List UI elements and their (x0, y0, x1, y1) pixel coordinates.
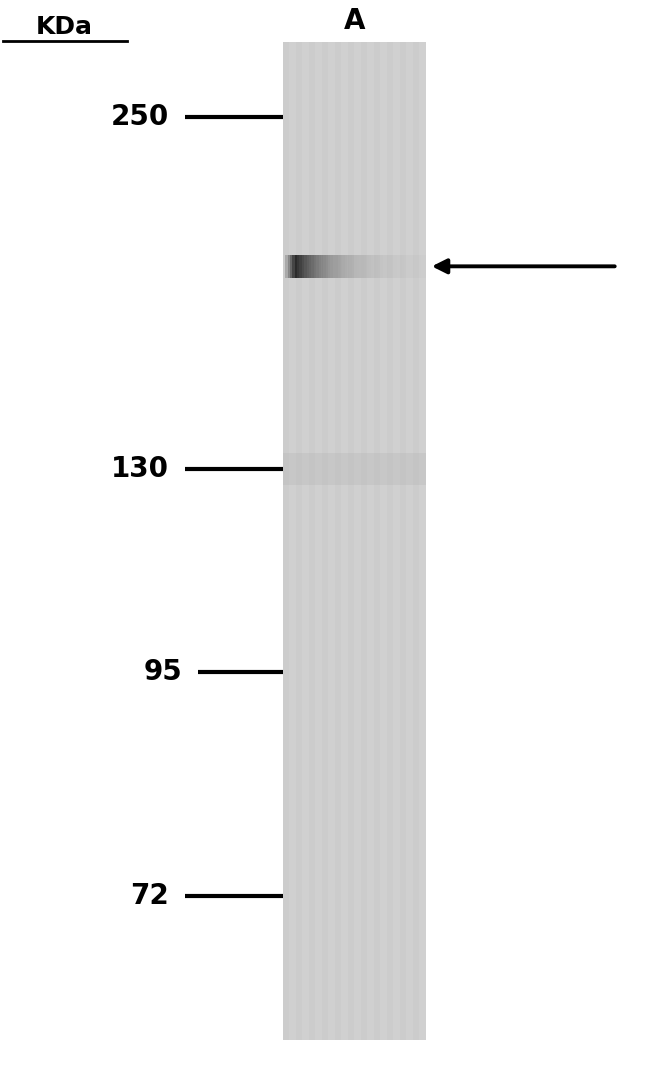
Bar (387, 42, 393, 1040)
Bar (344, 254, 347, 278)
Bar (411, 254, 414, 278)
Bar (292, 254, 294, 278)
Bar (366, 254, 369, 278)
Bar (294, 254, 297, 278)
Bar (400, 254, 402, 278)
Bar (300, 254, 302, 278)
Bar (287, 254, 290, 278)
Bar (414, 254, 416, 278)
Bar (348, 42, 354, 1040)
Bar (283, 254, 285, 278)
Bar (402, 254, 404, 278)
Bar (318, 254, 321, 278)
Bar (343, 254, 344, 278)
Bar (385, 254, 387, 278)
Bar (419, 254, 421, 278)
Bar (314, 254, 316, 278)
Bar (400, 42, 406, 1040)
Bar (409, 254, 411, 278)
Bar (309, 254, 311, 278)
Text: 130: 130 (111, 456, 169, 483)
Bar (347, 254, 350, 278)
Bar (328, 254, 330, 278)
Bar (423, 254, 426, 278)
Bar (330, 254, 333, 278)
Bar (397, 254, 400, 278)
Bar (307, 254, 309, 278)
Text: KDa: KDa (36, 15, 93, 39)
Bar (371, 254, 373, 278)
Bar (380, 254, 383, 278)
Bar (387, 254, 390, 278)
Bar (354, 254, 357, 278)
Bar (378, 254, 380, 278)
Bar (369, 254, 371, 278)
Text: A: A (343, 6, 365, 34)
Bar (283, 453, 426, 486)
Bar (352, 254, 354, 278)
Bar (416, 254, 419, 278)
Bar (323, 254, 326, 278)
Bar (296, 42, 302, 1040)
Bar (364, 254, 366, 278)
Bar (335, 254, 337, 278)
Bar (413, 42, 419, 1040)
Text: 95: 95 (143, 658, 182, 686)
Bar (337, 254, 340, 278)
Bar (285, 254, 287, 278)
Bar (395, 254, 397, 278)
Bar (311, 254, 314, 278)
Bar (297, 254, 300, 278)
Bar (407, 254, 409, 278)
Bar (357, 254, 359, 278)
Bar (283, 42, 426, 1040)
Bar (316, 254, 318, 278)
Bar (359, 254, 361, 278)
Bar (361, 254, 364, 278)
Text: 72: 72 (130, 882, 169, 910)
Bar (283, 42, 289, 1040)
Bar (321, 254, 323, 278)
Bar (404, 254, 407, 278)
Bar (383, 254, 385, 278)
Bar (335, 42, 341, 1040)
Bar (421, 254, 423, 278)
Bar (340, 254, 343, 278)
Text: 250: 250 (111, 103, 169, 131)
Bar (393, 254, 395, 278)
Bar (390, 254, 393, 278)
Bar (376, 254, 378, 278)
Bar (326, 254, 328, 278)
Bar (350, 254, 352, 278)
Bar (322, 42, 328, 1040)
Bar (304, 254, 307, 278)
Bar (374, 42, 380, 1040)
Bar (309, 42, 315, 1040)
Bar (290, 254, 292, 278)
Bar (373, 254, 376, 278)
Bar (361, 42, 367, 1040)
Bar (302, 254, 304, 278)
Bar (333, 254, 335, 278)
